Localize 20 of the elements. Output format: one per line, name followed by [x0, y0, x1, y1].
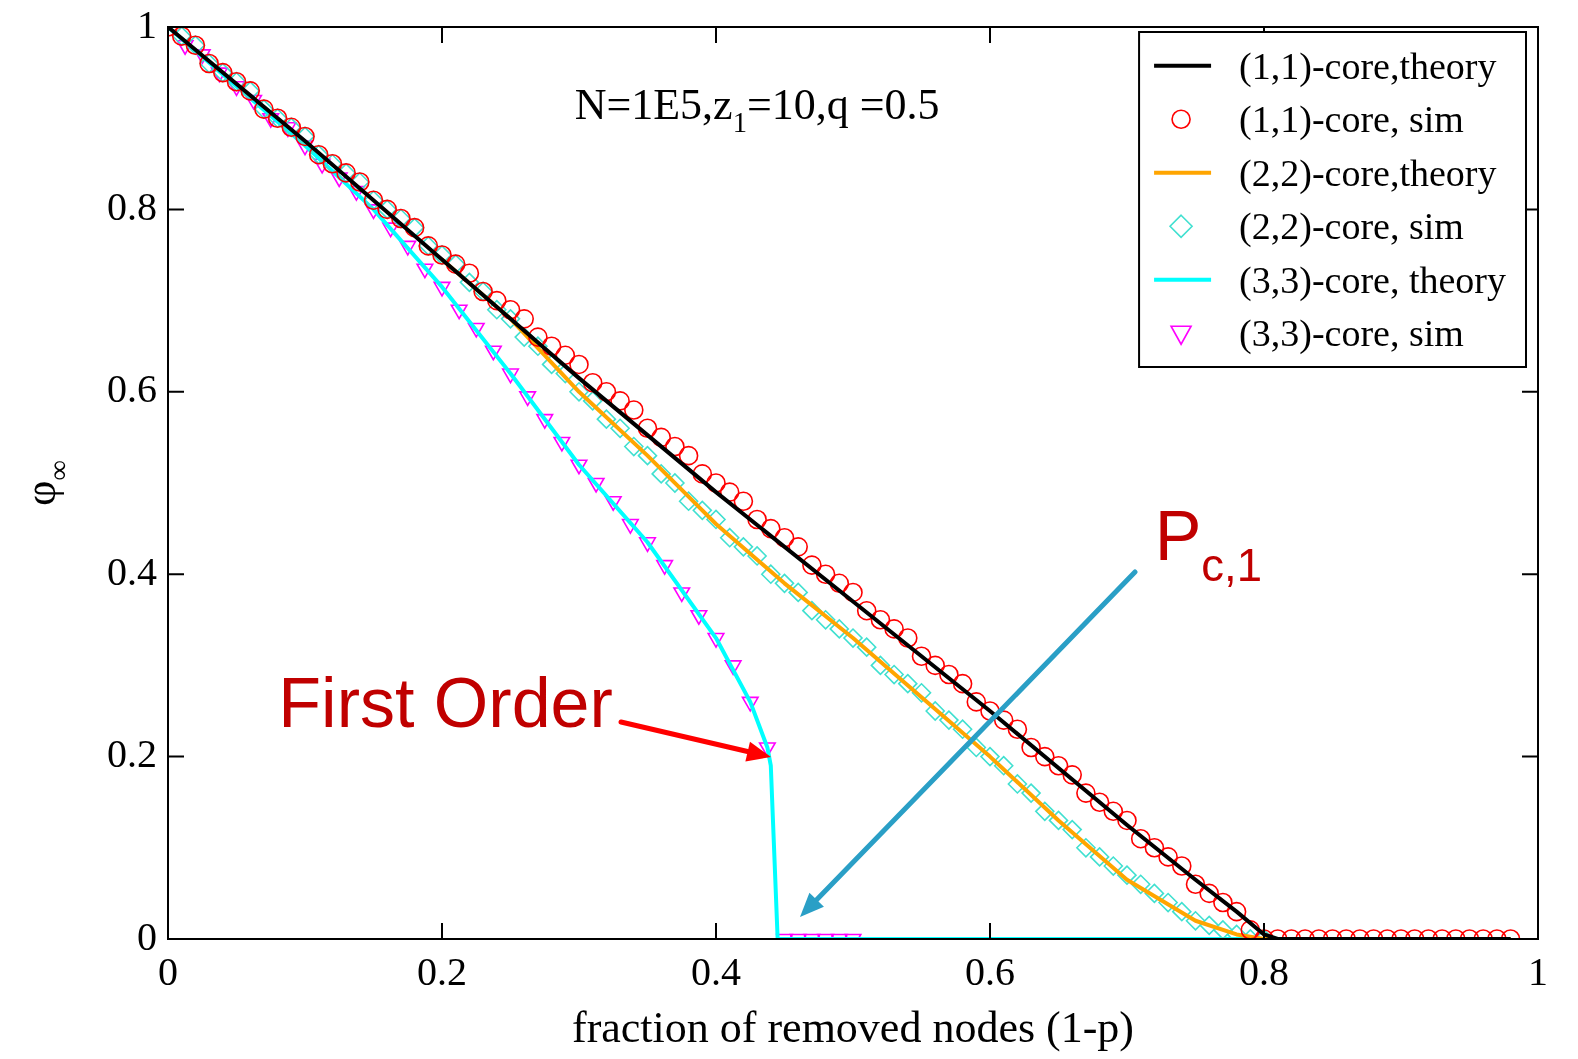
y-tick-label: 0.8 — [107, 183, 157, 229]
annotation: First Order — [278, 663, 613, 742]
legend-label: (3,3)-core, theory — [1239, 258, 1507, 302]
legend-label: (1,1)-core, sim — [1239, 98, 1464, 142]
legend-label: (3,3)-core, sim — [1239, 312, 1464, 356]
legend-label: (2,2)-core, sim — [1239, 205, 1464, 249]
y-tick-label: 0 — [137, 913, 157, 959]
y-axis-title: φ∞ — [16, 460, 75, 506]
legend-label: (2,2)-core,theory — [1239, 151, 1497, 195]
y-tick-label: 0.4 — [107, 548, 157, 594]
x-tick-label: 0.8 — [1239, 948, 1289, 994]
x-tick-label: 0.2 — [417, 948, 467, 994]
x-tick-label: 0.4 — [691, 948, 741, 994]
x-tick-label: 0.6 — [965, 948, 1015, 994]
y-tick-label: 0.6 — [107, 366, 157, 412]
x-tick-label: 1 — [1528, 948, 1548, 994]
legend-label: (1,1)-core,theory — [1239, 44, 1497, 88]
x-axis-title: fraction of removed nodes (1-p) — [572, 1003, 1135, 1052]
y-tick-label: 0.2 — [107, 731, 157, 777]
y-tick-label: 1 — [137, 1, 157, 47]
